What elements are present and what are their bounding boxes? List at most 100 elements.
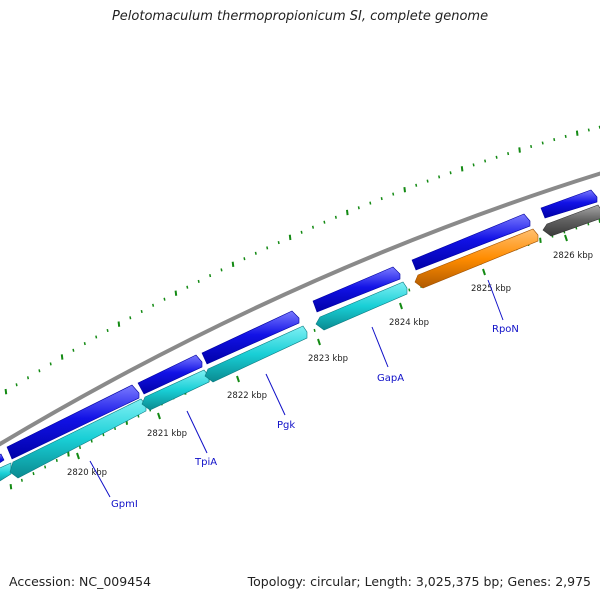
tick-mark [106, 328, 109, 333]
tick-mark [163, 297, 166, 301]
tick-mark [426, 179, 429, 183]
gene-arrow-reverse [0, 462, 12, 482]
tick-mark [403, 186, 406, 193]
gene-arrow-forward [0, 453, 5, 464]
tick-mark [541, 141, 544, 145]
outer-tick-marks [4, 125, 600, 395]
tick-mark [209, 274, 212, 278]
feature-arrow-reverse [542, 204, 600, 237]
tick-mark [438, 175, 441, 179]
tick-mark [67, 451, 70, 457]
tick-mark [288, 234, 292, 241]
tick-mark [408, 288, 411, 292]
gene-label-gapa: GapA [377, 373, 404, 384]
tick-mark [102, 433, 105, 437]
tick-mark [9, 483, 13, 490]
tick-mark [220, 268, 223, 272]
tick-mark [313, 328, 316, 332]
accession-text: Accession: NC_009454 [9, 574, 152, 589]
tick-mark [277, 241, 280, 245]
tick-mark [495, 155, 498, 159]
tick-mark [95, 335, 98, 339]
tick-mark [564, 134, 567, 138]
tick-mark [415, 183, 418, 187]
tick-mark [243, 257, 246, 261]
tick-mark [174, 290, 178, 296]
genome-backbone [0, 171, 600, 447]
tick-mark [55, 458, 58, 462]
tick-mark [380, 197, 383, 201]
tick-mark [484, 159, 487, 163]
tick-mark [26, 376, 30, 380]
gene-label-tpia: TpiA [194, 457, 217, 468]
gene-arrow-forward [137, 354, 203, 395]
scale-label: 2824 kbp [389, 318, 429, 328]
scale-label: 2823 kbp [308, 354, 348, 364]
gene-arrow-forward [312, 266, 401, 313]
tick-mark [60, 354, 64, 360]
gene-arrow-forward [201, 310, 300, 365]
tick-mark [530, 144, 533, 149]
tick-mark [231, 261, 235, 268]
tick-mark [129, 316, 132, 320]
tick-mark [346, 209, 349, 216]
scale-label: 2821 kbp [147, 429, 187, 439]
tick-mark [311, 225, 315, 229]
reverse-strand-track [0, 204, 600, 482]
tick-mark [334, 215, 337, 219]
tick-mark [186, 285, 189, 289]
tick-mark [78, 445, 82, 450]
gene-arrow-forward [540, 189, 598, 219]
map-title: Pelotomaculum thermopropionicum SI, comp… [111, 9, 489, 24]
tick-mark [90, 439, 93, 443]
tick-mark [15, 383, 18, 387]
tick-mark [518, 147, 521, 153]
scale-ticks [76, 234, 568, 460]
tick-mark [117, 321, 121, 327]
tick-mark [4, 388, 8, 395]
tick-mark [49, 362, 52, 366]
gene-labels: GpmI TpiA Pgk GapA RpoN [111, 324, 519, 510]
gene-arrow-reverse [141, 369, 210, 411]
genome-stats-text: Topology: circular; Length: 3,025,375 bp… [247, 574, 591, 589]
tick-mark [197, 279, 200, 283]
tick-mark [38, 369, 41, 373]
gene-label-pgk: Pgk [277, 420, 295, 431]
tick-mark [72, 348, 75, 352]
tick-mark [587, 128, 590, 132]
gene-label-rpon: RpoN [492, 324, 519, 335]
tick-mark [392, 192, 395, 196]
scale-label: 2822 kbp [227, 391, 267, 401]
tick-mark [369, 201, 372, 205]
tick-mark [323, 220, 326, 224]
tick-mark [472, 163, 475, 167]
gene-arrow-reverse [204, 325, 308, 383]
tick-mark [507, 152, 510, 156]
tick-mark [266, 246, 269, 250]
tick-mark [460, 166, 464, 172]
gene-arrow-reverse [315, 281, 408, 331]
tick-mark [152, 303, 155, 307]
gene-arrow-forward [411, 213, 531, 271]
tick-mark [449, 171, 452, 175]
tick-mark [553, 138, 556, 142]
tick-mark [83, 342, 86, 346]
scale-label: 2826 kbp [553, 251, 593, 261]
rna-arrow-reverse [414, 228, 539, 289]
gene-label-leaders [89, 279, 504, 498]
tick-mark [300, 230, 303, 234]
tick-mark [140, 309, 143, 314]
tick-mark [357, 206, 360, 210]
gene-arrow-reverse [9, 398, 147, 479]
gene-label-gpmi: GpmI [111, 499, 138, 510]
scale-label: 2820 kbp [67, 468, 107, 478]
tick-mark [254, 251, 257, 255]
gene-arrow-forward [6, 384, 140, 460]
tick-mark [32, 472, 35, 476]
tick-mark [575, 130, 579, 136]
forward-strand-track [0, 189, 598, 464]
tick-mark [539, 237, 542, 244]
inner-tick-marks [9, 217, 600, 490]
tick-mark [44, 465, 47, 469]
